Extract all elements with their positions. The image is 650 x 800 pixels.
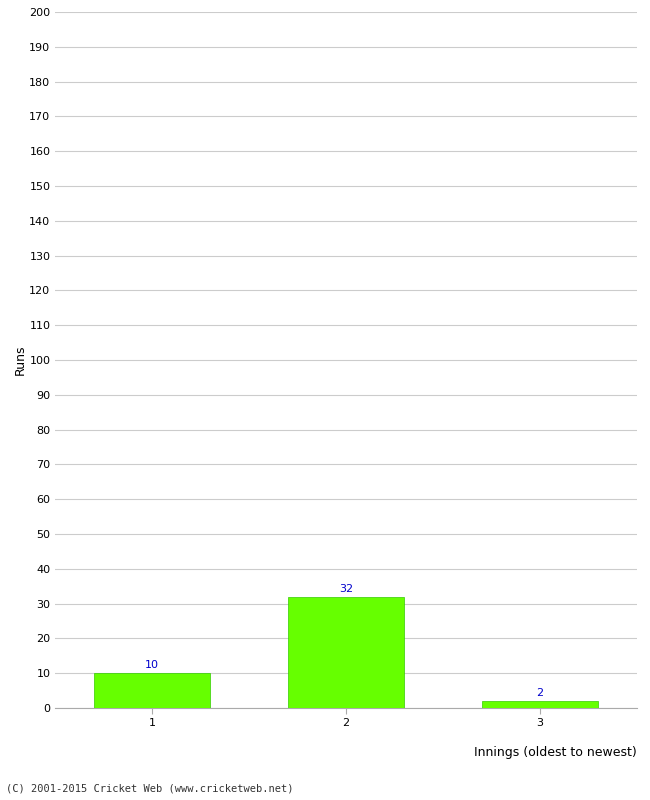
- Bar: [94, 674, 211, 708]
- X-axis label: Innings (oldest to newest): Innings (oldest to newest): [474, 746, 637, 759]
- Y-axis label: Runs: Runs: [14, 345, 27, 375]
- Bar: [288, 597, 404, 708]
- Bar: [482, 701, 598, 708]
- Text: 2: 2: [536, 688, 543, 698]
- Text: (C) 2001-2015 Cricket Web (www.cricketweb.net): (C) 2001-2015 Cricket Web (www.cricketwe…: [6, 784, 294, 794]
- Text: 10: 10: [145, 661, 159, 670]
- Text: 32: 32: [339, 584, 353, 594]
